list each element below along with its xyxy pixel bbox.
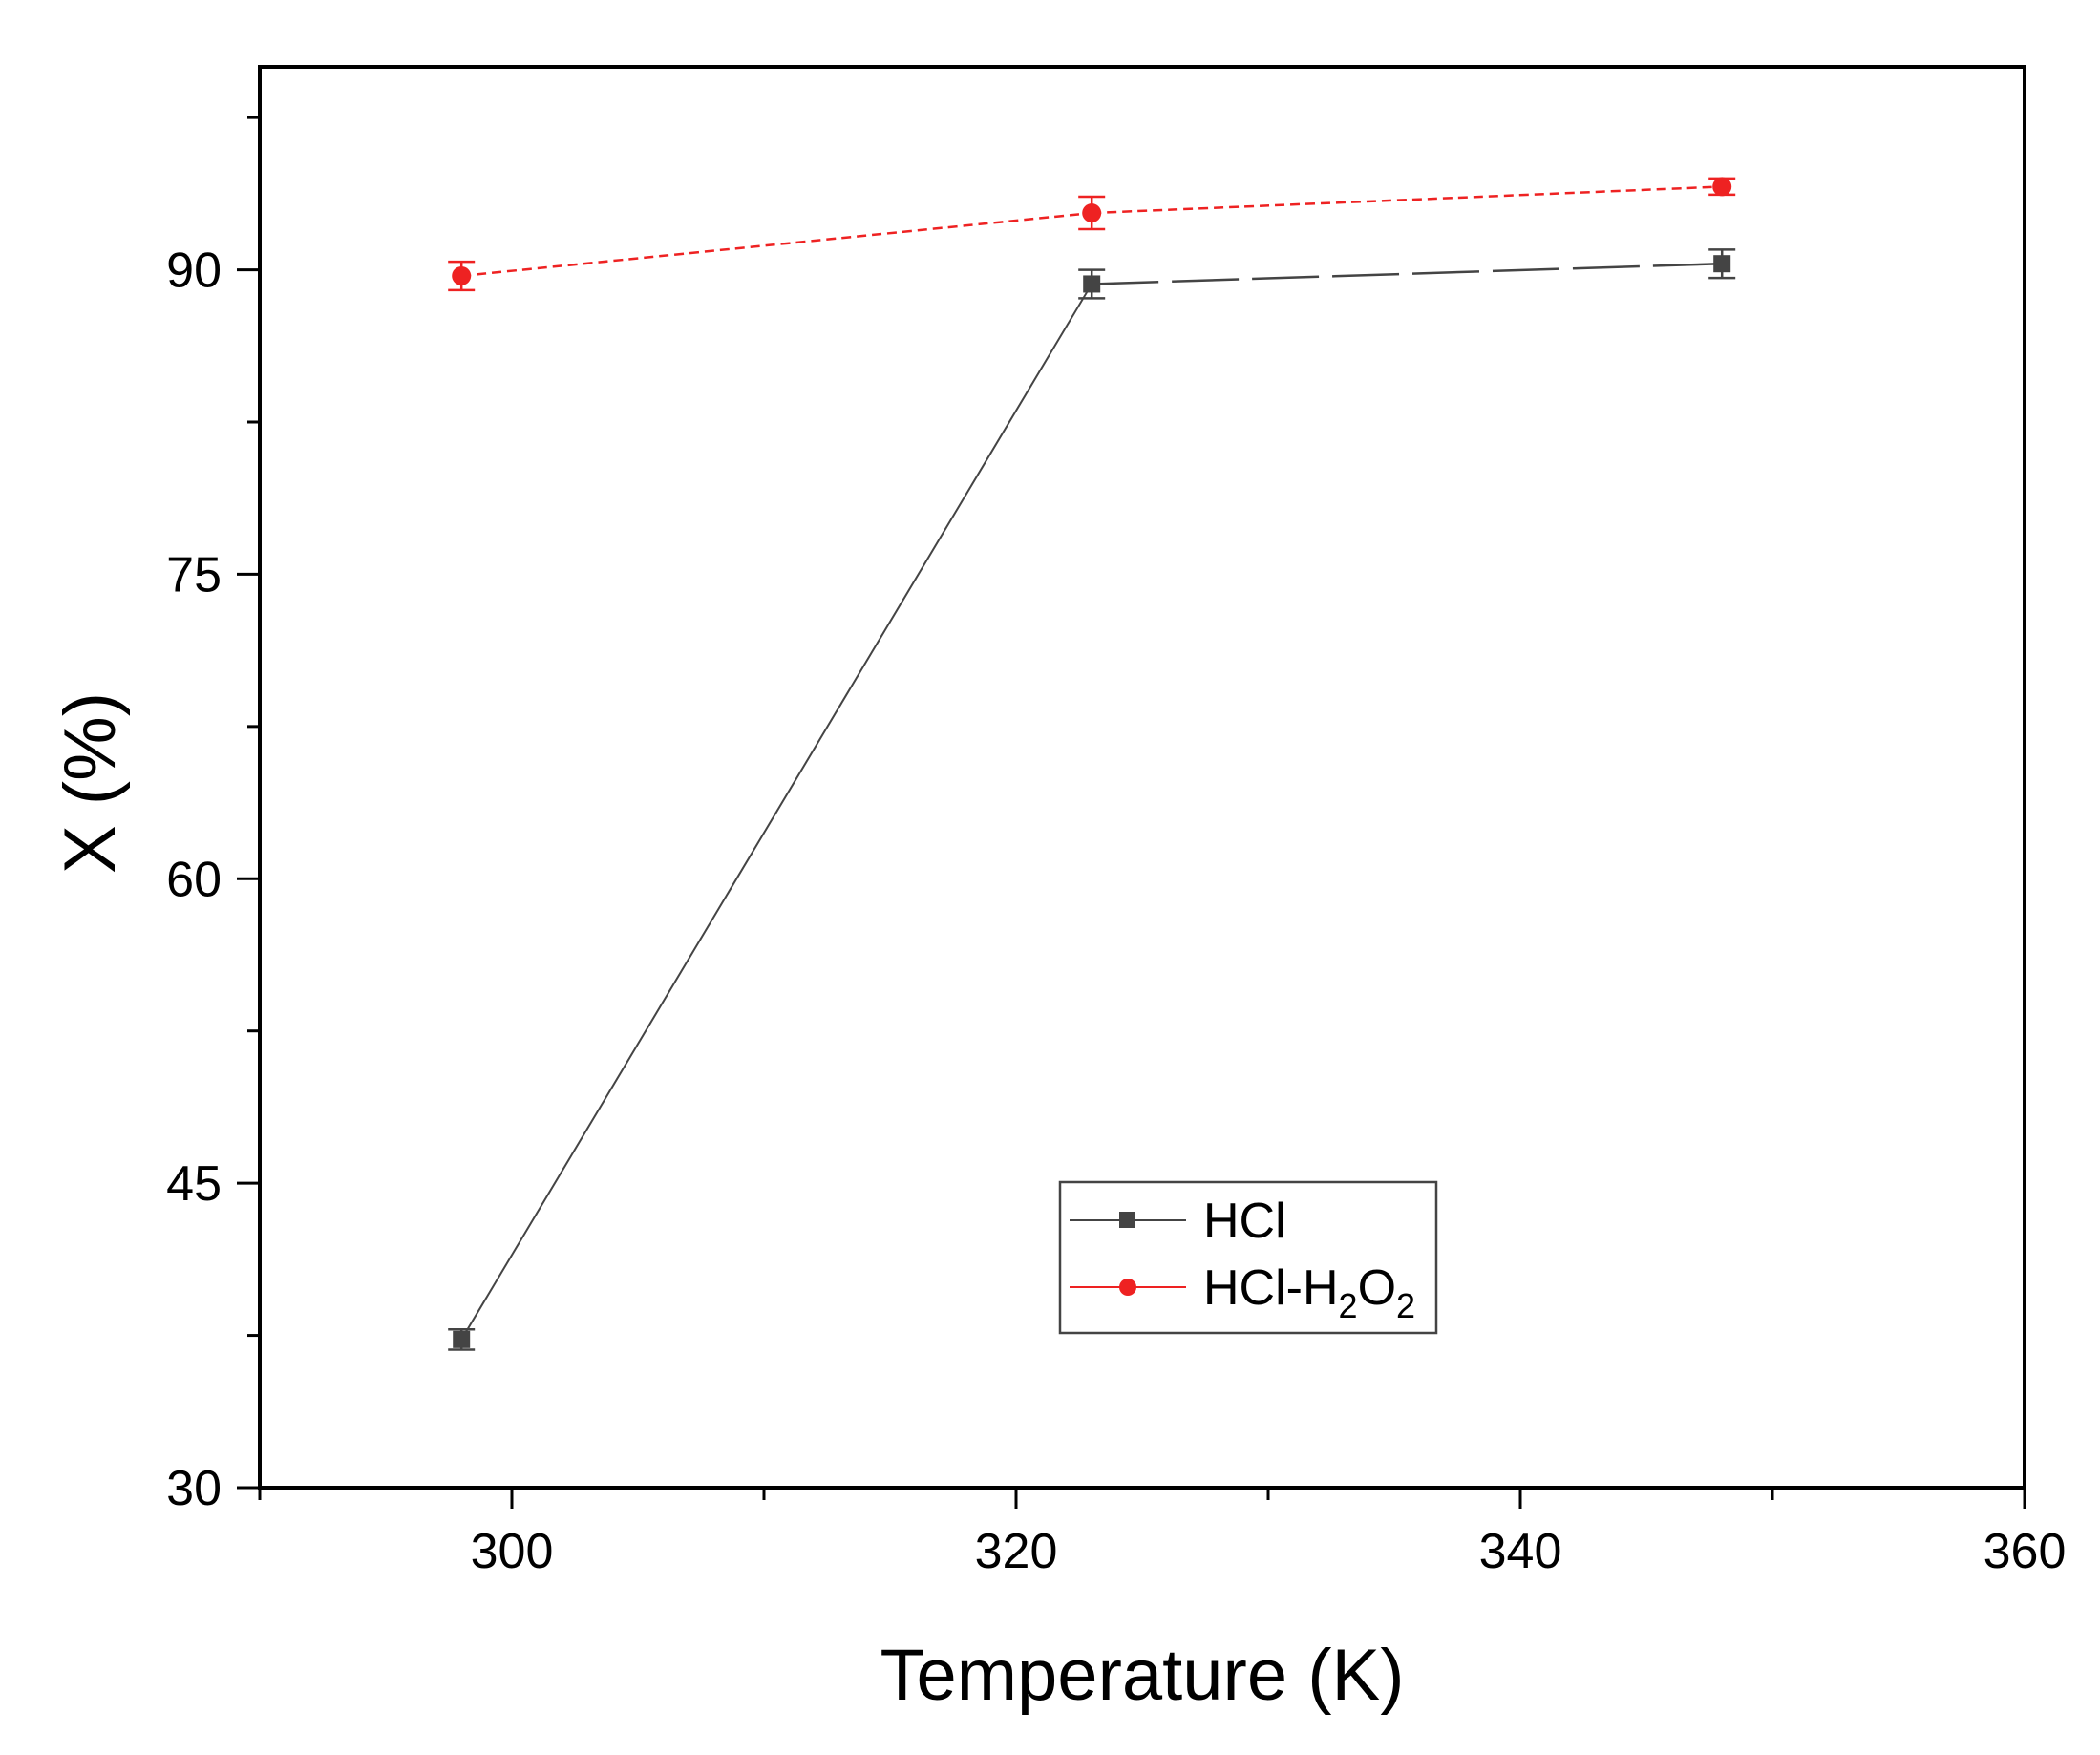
legend-box xyxy=(1058,1180,1438,1335)
series-hcl-h2o2-point xyxy=(1712,177,1732,197)
y-tick-label: 60 xyxy=(166,852,222,907)
series-hcl-point xyxy=(453,1330,471,1348)
series-hcl-h2o2-point xyxy=(1082,203,1102,223)
series-hcl-segment xyxy=(1092,262,1723,285)
y-tick-label: 90 xyxy=(166,243,222,299)
legend-hcl-h2o2-marker xyxy=(1119,1279,1136,1296)
y-tick-label: 75 xyxy=(166,547,222,603)
legend-hcl-label: HCl xyxy=(1203,1194,1286,1249)
x-tick-label: 320 xyxy=(975,1524,1058,1579)
legend-hcl-marker xyxy=(1119,1212,1135,1228)
series-hcl-h2o2-point xyxy=(452,265,472,285)
legend-hcl-h2o2-label: HCl-H2O2 xyxy=(1203,1260,1415,1325)
legend-hcl-h2o2-label-sub2: 2 xyxy=(1396,1286,1415,1325)
y-tick-label: 45 xyxy=(166,1156,222,1212)
legend-hcl-h2o2-label-main: HCl-H xyxy=(1203,1260,1339,1316)
series-hcl-point xyxy=(1713,255,1731,273)
y-tick-label: 30 xyxy=(166,1461,222,1516)
legend-hcl-h2o2-label-sub1: 2 xyxy=(1339,1286,1358,1325)
series-hcl-segment xyxy=(460,283,1093,1341)
y-axis-title: X (%) xyxy=(50,692,131,874)
series-hcl-h2o2-segment xyxy=(1092,185,1723,215)
legend-hcl-h2o2-label-mid: O xyxy=(1358,1260,1396,1316)
series-hcl-h2o2-segment xyxy=(461,211,1092,278)
x-tick-label: 300 xyxy=(471,1524,554,1579)
plot-frame xyxy=(258,65,2026,1490)
x-axis-title: Temperature (K) xyxy=(880,1635,1404,1716)
legend: HCl HCl-H2O2 xyxy=(1058,1180,1438,1335)
data-series xyxy=(448,177,1736,1351)
x-tick-label: 360 xyxy=(1983,1524,2067,1579)
x-tick-label: 340 xyxy=(1479,1524,1562,1579)
axes: 30 45 60 75 90 300 320 340 360 xyxy=(166,65,2067,1579)
series-hcl-point xyxy=(1083,275,1101,293)
